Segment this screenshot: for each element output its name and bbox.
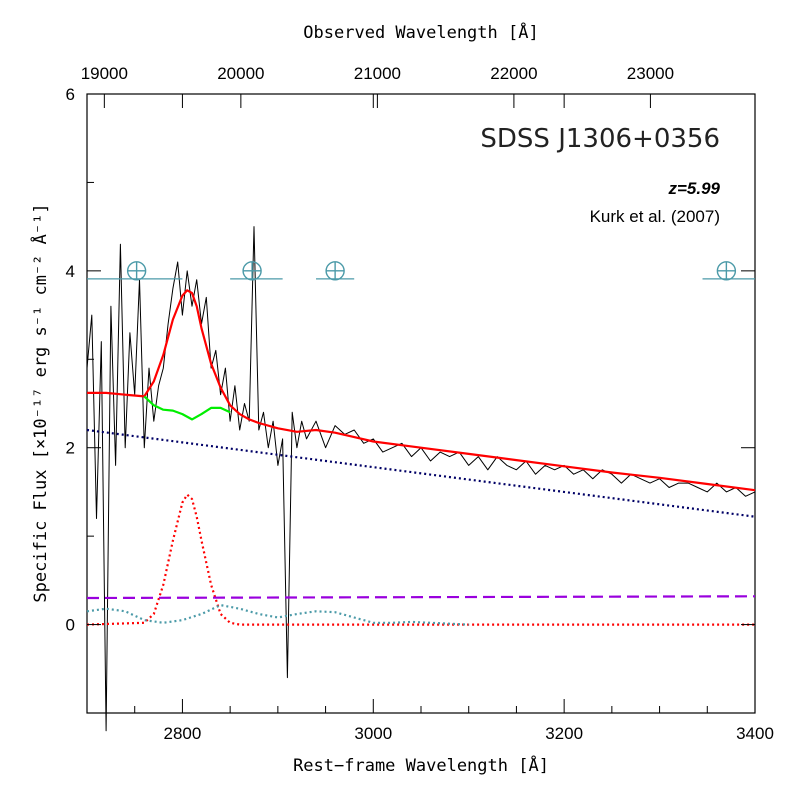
telluric-marker <box>87 261 183 281</box>
redshift-label: z=5.99 <box>667 179 720 198</box>
y-tick-label: 6 <box>66 85 75 104</box>
plot-frame <box>86 93 756 714</box>
top-tick-label: 19000 <box>81 64 128 83</box>
series-observed_spectrum <box>86 226 756 732</box>
series-balmer_continuum <box>86 595 756 600</box>
series-power_law_continuum <box>86 428 756 518</box>
x-tick-label: 2800 <box>164 724 202 743</box>
reference-label: Kurk et al. (2007) <box>590 207 720 226</box>
y-tick-label: 2 <box>66 439 75 458</box>
y-tick-label: 4 <box>66 262 75 281</box>
y-axis-title: Specific Flux [×10⁻¹⁷ erg s⁻¹ cm⁻² Å⁻¹] <box>29 203 51 602</box>
x-axis-title: Rest−frame Wavelength [Å] <box>293 754 549 776</box>
telluric-markers <box>87 261 755 281</box>
telluric-marker <box>702 261 755 281</box>
chart-title: SDSS J1306+0356 <box>480 124 720 154</box>
top-tick-label: 23000 <box>627 64 674 83</box>
top-tick-label: 22000 <box>490 64 537 83</box>
y-tick-label: 0 <box>66 616 75 635</box>
telluric-marker <box>316 261 355 281</box>
x-tick-label: 3400 <box>736 724 774 743</box>
series-fe_template <box>86 603 469 626</box>
x-tick-label: 3200 <box>545 724 583 743</box>
series-total_fit <box>87 289 756 492</box>
top-axis-title: Observed Wavelength [Å] <box>303 21 538 43</box>
series-fe_plus_continuum <box>143 395 231 421</box>
ticks-layer: 2800 3000 3200 3400 19000 20000 21000 22000 2300… <box>66 64 774 743</box>
x-tick-label: 3000 <box>354 724 392 743</box>
telluric-marker <box>230 261 283 281</box>
top-tick-label: 21000 <box>354 64 401 83</box>
top-tick-label: 20000 <box>217 64 264 83</box>
series-mgii_gaussian <box>86 493 755 626</box>
series-layer <box>86 226 756 732</box>
